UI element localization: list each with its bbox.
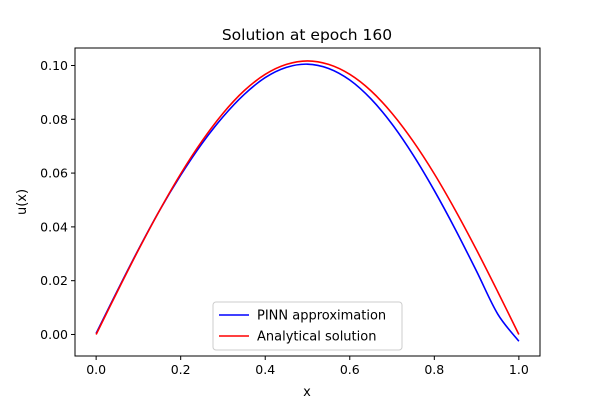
x-tick-label: 0.8 [424,362,444,377]
y-tick-label: 0.04 [40,219,68,234]
x-tick-label: 0.4 [255,362,275,377]
y-tick-label: 0.10 [40,58,68,73]
legend-label-analytical: Analytical solution [257,330,376,345]
y-tick-label: 0.06 [40,166,68,181]
x-axis-label: x [303,385,311,400]
x-tick-label: 0.6 [340,362,360,377]
x-tick-label: 0.2 [171,362,191,377]
y-axis-label: u(x) [15,189,30,215]
x-axis: 0.0 0.2 0.4 0.6 0.8 1.0 [86,356,529,377]
x-tick-label: 1.0 [509,362,529,377]
chart-title: Solution at epoch 160 [222,26,392,44]
series-line-1 [95,60,520,335]
y-tick-label: 0.00 [40,327,68,342]
y-tick-label: 0.08 [40,112,68,127]
plot-frame [74,47,541,357]
legend-box [212,301,403,351]
series-lines [95,60,520,342]
y-axis: 0.00 0.02 0.04 0.06 0.08 0.10 [40,58,75,342]
x-tick-label: 0.0 [86,362,106,377]
legend-label-pinn: PINN approximation [257,309,386,324]
y-tick-label: 0.02 [40,273,68,288]
legend: PINN approximation Analytical solution [212,301,403,351]
